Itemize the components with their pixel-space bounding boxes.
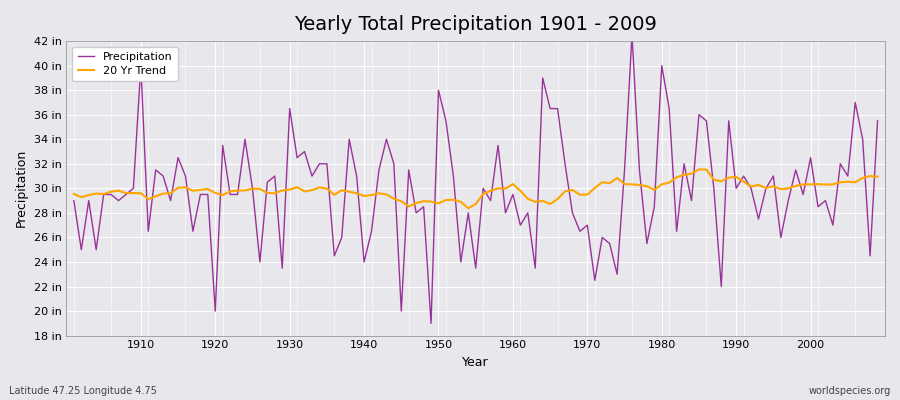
Precipitation bbox=[604, 241, 615, 246]
Precipitation bbox=[128, 186, 139, 191]
20 Yr Trend bbox=[604, 181, 615, 186]
20 Yr Trend bbox=[463, 206, 473, 211]
Text: worldspecies.org: worldspecies.org bbox=[809, 386, 891, 396]
X-axis label: Year: Year bbox=[463, 356, 489, 369]
Precipitation bbox=[508, 192, 518, 197]
Precipitation bbox=[626, 32, 637, 37]
Y-axis label: Precipitation: Precipitation bbox=[15, 149, 28, 228]
Precipitation bbox=[292, 155, 302, 160]
Line: Precipitation: Precipitation bbox=[74, 35, 878, 323]
Precipitation bbox=[337, 235, 347, 240]
20 Yr Trend bbox=[292, 185, 302, 190]
Precipitation bbox=[68, 198, 79, 203]
Precipitation bbox=[872, 118, 883, 123]
Title: Yearly Total Precipitation 1901 - 2009: Yearly Total Precipitation 1901 - 2009 bbox=[294, 15, 657, 34]
20 Yr Trend bbox=[128, 191, 139, 196]
20 Yr Trend bbox=[508, 182, 518, 186]
Legend: Precipitation, 20 Yr Trend: Precipitation, 20 Yr Trend bbox=[72, 47, 178, 81]
Precipitation bbox=[515, 223, 526, 228]
20 Yr Trend bbox=[515, 188, 526, 193]
20 Yr Trend bbox=[68, 192, 79, 196]
20 Yr Trend bbox=[694, 167, 705, 172]
Precipitation bbox=[426, 321, 436, 326]
20 Yr Trend bbox=[872, 174, 883, 179]
20 Yr Trend bbox=[337, 188, 347, 192]
Text: Latitude 47.25 Longitude 4.75: Latitude 47.25 Longitude 4.75 bbox=[9, 386, 157, 396]
Line: 20 Yr Trend: 20 Yr Trend bbox=[74, 169, 878, 208]
